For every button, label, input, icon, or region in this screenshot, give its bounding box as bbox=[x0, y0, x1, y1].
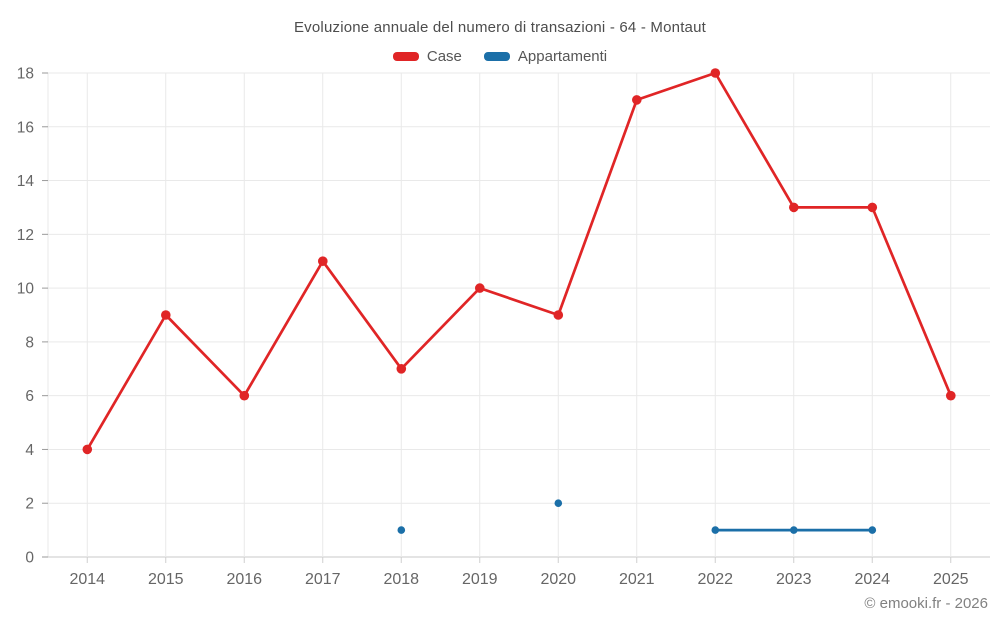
y-tick-label: 16 bbox=[17, 119, 34, 136]
data-point-case-2025[interactable] bbox=[946, 390, 956, 401]
x-tick-label: 2020 bbox=[540, 571, 576, 588]
legend-label-appartamenti: Appartamenti bbox=[517, 47, 608, 65]
x-tick-label: 2021 bbox=[619, 571, 655, 588]
y-tick-label: 12 bbox=[17, 227, 34, 244]
data-point-case-2023[interactable] bbox=[789, 202, 799, 213]
y-tick-label: 2 bbox=[25, 496, 34, 513]
data-point-appartamenti-2024[interactable] bbox=[868, 526, 877, 534]
x-tick-label: 2016 bbox=[226, 571, 262, 588]
x-tick-label: 2025 bbox=[933, 571, 969, 588]
data-point-appartamenti-2022[interactable] bbox=[711, 526, 720, 534]
x-tick-label: 2023 bbox=[776, 571, 812, 588]
data-point-case-2024[interactable] bbox=[867, 202, 878, 213]
data-point-case-2018[interactable] bbox=[396, 364, 407, 374]
y-tick-label: 10 bbox=[17, 281, 35, 298]
data-point-case-2017[interactable] bbox=[318, 256, 328, 267]
x-tick-label: 2014 bbox=[69, 571, 105, 588]
data-point-appartamenti-2018[interactable] bbox=[397, 526, 406, 534]
y-tick-label: 0 bbox=[25, 550, 34, 567]
y-tick-label: 4 bbox=[25, 442, 34, 459]
y-tick-label: 18 bbox=[17, 66, 34, 83]
case-legend-swatch-icon bbox=[392, 51, 419, 61]
legend: Case Appartamenti bbox=[0, 46, 1000, 66]
data-point-case-2020[interactable] bbox=[553, 310, 564, 320]
y-tick-label: 6 bbox=[25, 388, 34, 405]
data-point-case-2016[interactable] bbox=[239, 390, 250, 401]
x-tick-label: 2019 bbox=[462, 571, 498, 588]
copyright-footer: © emooki.fr - 2026 bbox=[864, 595, 988, 612]
appartamenti-legend-swatch-icon bbox=[483, 51, 510, 61]
data-point-case-2019[interactable] bbox=[475, 283, 485, 293]
data-point-case-2022[interactable] bbox=[710, 68, 721, 78]
x-tick-label: 2022 bbox=[697, 571, 733, 588]
legend-label-case: Case bbox=[426, 47, 462, 65]
x-tick-label: 2024 bbox=[854, 571, 890, 588]
y-tick-label: 8 bbox=[25, 334, 34, 351]
x-tick-label: 2017 bbox=[305, 571, 341, 588]
data-point-case-2014[interactable] bbox=[82, 444, 93, 455]
chart-title: Evoluzione annuale del numero di transaz… bbox=[293, 19, 707, 36]
legend-item-appartamenti[interactable]: Appartamenti bbox=[483, 47, 608, 65]
data-point-case-2021[interactable] bbox=[632, 95, 642, 105]
legend-item-case[interactable]: Case bbox=[392, 47, 462, 65]
data-point-appartamenti-2023[interactable] bbox=[790, 526, 798, 534]
x-tick-label: 2015 bbox=[148, 571, 184, 588]
data-point-case-2015[interactable] bbox=[161, 310, 171, 320]
y-tick-label: 14 bbox=[17, 173, 35, 190]
series-line-case bbox=[85, 71, 953, 451]
x-tick-label: 2018 bbox=[383, 571, 419, 588]
data-point-appartamenti-2020[interactable] bbox=[554, 499, 563, 508]
